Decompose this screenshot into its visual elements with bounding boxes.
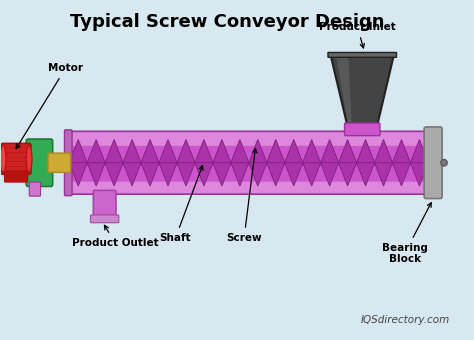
FancyBboxPatch shape bbox=[345, 123, 380, 136]
Polygon shape bbox=[320, 163, 338, 186]
Text: Bearing
Block: Bearing Block bbox=[382, 203, 431, 264]
Polygon shape bbox=[105, 163, 123, 186]
FancyBboxPatch shape bbox=[424, 127, 442, 199]
Polygon shape bbox=[356, 163, 374, 186]
FancyBboxPatch shape bbox=[68, 132, 430, 146]
Polygon shape bbox=[105, 139, 123, 163]
Text: Product Inlet: Product Inlet bbox=[319, 22, 396, 48]
Polygon shape bbox=[338, 163, 356, 186]
Polygon shape bbox=[374, 139, 392, 163]
Text: Motor: Motor bbox=[16, 64, 83, 149]
Polygon shape bbox=[87, 163, 105, 186]
Polygon shape bbox=[69, 163, 87, 186]
Polygon shape bbox=[213, 163, 231, 186]
Text: Screw: Screw bbox=[226, 149, 262, 243]
Text: Typical Screw Conveyor Design: Typical Screw Conveyor Design bbox=[70, 13, 385, 31]
Polygon shape bbox=[285, 163, 303, 186]
Polygon shape bbox=[141, 163, 159, 186]
FancyBboxPatch shape bbox=[91, 215, 119, 223]
Polygon shape bbox=[159, 139, 177, 163]
FancyBboxPatch shape bbox=[68, 182, 430, 193]
Polygon shape bbox=[330, 54, 394, 134]
Ellipse shape bbox=[0, 145, 6, 172]
Text: IQSdirectory.com: IQSdirectory.com bbox=[360, 315, 450, 325]
Polygon shape bbox=[177, 139, 195, 163]
Polygon shape bbox=[285, 139, 303, 163]
Polygon shape bbox=[320, 139, 338, 163]
Polygon shape bbox=[356, 139, 374, 163]
Polygon shape bbox=[177, 163, 195, 186]
Polygon shape bbox=[231, 139, 249, 163]
Polygon shape bbox=[267, 163, 285, 186]
FancyBboxPatch shape bbox=[64, 130, 72, 195]
Polygon shape bbox=[336, 55, 352, 132]
Polygon shape bbox=[231, 163, 249, 186]
Polygon shape bbox=[303, 163, 320, 186]
Polygon shape bbox=[195, 139, 213, 163]
Polygon shape bbox=[392, 139, 410, 163]
Circle shape bbox=[441, 159, 447, 166]
FancyBboxPatch shape bbox=[1, 143, 31, 174]
FancyBboxPatch shape bbox=[67, 131, 431, 194]
Polygon shape bbox=[249, 163, 267, 186]
Polygon shape bbox=[213, 139, 231, 163]
Polygon shape bbox=[410, 139, 428, 163]
Polygon shape bbox=[392, 163, 410, 186]
Polygon shape bbox=[267, 139, 285, 163]
Polygon shape bbox=[195, 163, 213, 186]
FancyBboxPatch shape bbox=[93, 190, 116, 218]
Polygon shape bbox=[87, 139, 105, 163]
Text: Product Outlet: Product Outlet bbox=[72, 225, 158, 248]
Polygon shape bbox=[159, 163, 177, 186]
Polygon shape bbox=[69, 139, 87, 163]
Polygon shape bbox=[141, 139, 159, 163]
Polygon shape bbox=[410, 163, 428, 186]
Ellipse shape bbox=[26, 145, 32, 172]
FancyBboxPatch shape bbox=[26, 139, 53, 186]
FancyBboxPatch shape bbox=[29, 182, 41, 196]
Polygon shape bbox=[338, 139, 356, 163]
Polygon shape bbox=[123, 163, 141, 186]
Polygon shape bbox=[303, 139, 320, 163]
Polygon shape bbox=[123, 139, 141, 163]
FancyBboxPatch shape bbox=[4, 171, 27, 182]
FancyBboxPatch shape bbox=[48, 153, 71, 172]
Polygon shape bbox=[249, 139, 267, 163]
Polygon shape bbox=[374, 163, 392, 186]
Text: Shaft: Shaft bbox=[160, 166, 203, 243]
FancyBboxPatch shape bbox=[328, 52, 397, 57]
